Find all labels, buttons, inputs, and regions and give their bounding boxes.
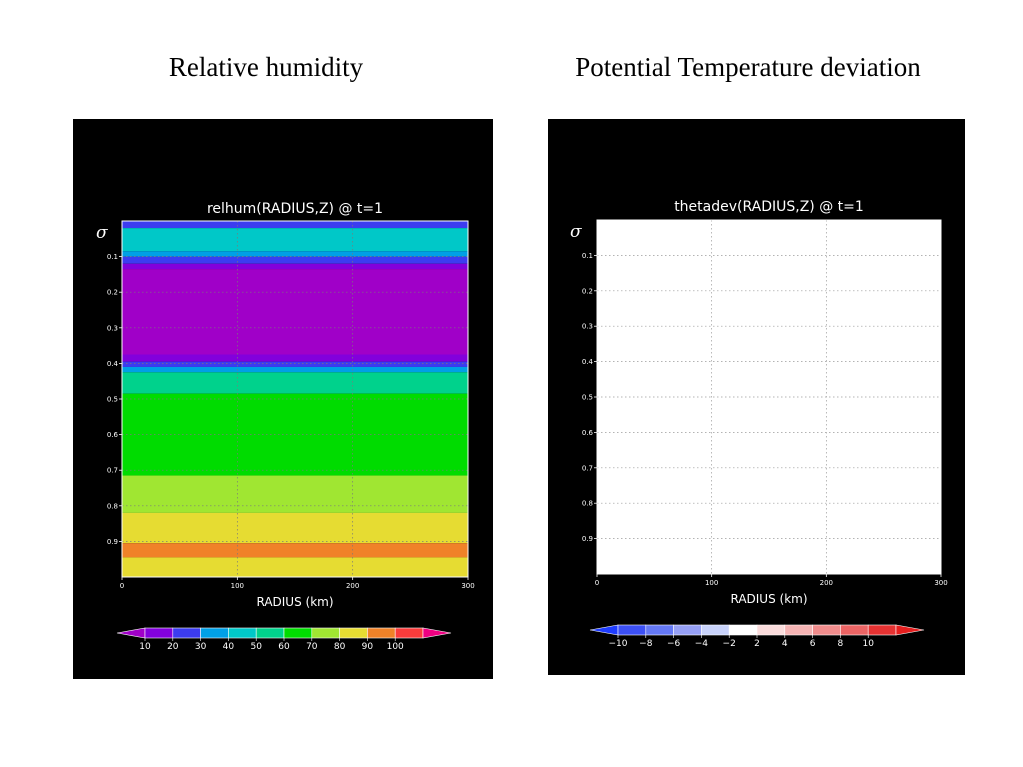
relhum-ytick-label: 0.5 xyxy=(107,396,118,404)
thetadev-ytick-label: 0.8 xyxy=(582,500,593,508)
relhum-colorbar-swatch-7 xyxy=(311,627,340,639)
relhum-colorbar-low-arrow xyxy=(116,627,146,639)
relhum-ytick-label: 0.4 xyxy=(107,360,119,368)
relhum-colorbar-swatch-9 xyxy=(367,627,396,639)
thetadev-ytick-label: 0.5 xyxy=(582,394,593,402)
thetadev-xtick-label: 0 xyxy=(595,579,599,587)
thetadev-colorbar-label: −10 xyxy=(609,639,628,649)
relhum-band-9 xyxy=(122,372,468,394)
relhum-colorbar-label: 100 xyxy=(387,642,404,652)
relhum-band-5 xyxy=(122,269,468,355)
thetadev-ytick-label: 0.9 xyxy=(582,535,593,543)
thetadev-colorbar-swatch-4 xyxy=(701,624,730,636)
relhum-colorbar-swatch-3 xyxy=(200,627,229,639)
relhum-colorbar-swatch-10 xyxy=(394,627,424,639)
relhum-colorbar-label: 10 xyxy=(139,642,151,652)
thetadev-ytick-label: 0.6 xyxy=(582,429,594,437)
thetadev-colorbar-label: 8 xyxy=(838,639,844,649)
thetadev-colorbar-label: −8 xyxy=(639,639,653,649)
relhum-colorbar-label: 50 xyxy=(250,642,262,652)
relhum-ytick-label: 0.3 xyxy=(107,324,118,332)
thetadev-colorbar-swatch-7 xyxy=(784,624,813,636)
thetadev-colorbar-swatch-10 xyxy=(867,624,897,636)
relhum-colorbar-swatch-4 xyxy=(228,627,257,639)
left-chart-caption: Relative humidity xyxy=(168,52,364,82)
thetadev-xtick-label: 100 xyxy=(705,579,718,587)
relhum-band-11 xyxy=(122,475,468,513)
relhum-xtick-label: 100 xyxy=(231,582,244,590)
relhum-colorbar-swatch-1 xyxy=(144,627,174,639)
relhum-band-0 xyxy=(122,221,468,229)
relhum-band-2 xyxy=(122,251,468,257)
thetadev-colorbar-swatch-1 xyxy=(617,624,647,636)
thetadev-colorbar-high-arrow xyxy=(895,624,925,636)
thetadev-colorbar-swatch-9 xyxy=(840,624,869,636)
relhum-band-12 xyxy=(122,512,468,544)
thetadev-xtick-label: 200 xyxy=(820,579,833,587)
thetadev-chart: thetadev(RADIUS,Z) @ t=1 σ 0.1 0.2 0.3 0.4 0.5… xyxy=(570,199,948,649)
thetadev-colorbar-swatch-6 xyxy=(756,624,786,636)
thetadev-y-axis-label: σ xyxy=(570,222,582,242)
thetadev-colorbar-label: 2 xyxy=(754,639,760,649)
relhum-colorbar-high-arrow xyxy=(422,627,452,639)
relhum-colorbar-label: 90 xyxy=(362,642,374,652)
relhum-colorbar-swatch-6 xyxy=(283,627,313,639)
thetadev-colorbar-swatch-2 xyxy=(645,624,674,636)
relhum-ytick-label: 0.8 xyxy=(107,502,118,510)
right-chart-caption: Potential Temperature deviation xyxy=(575,52,921,82)
relhum-colorbar-label: 30 xyxy=(195,642,207,652)
thetadev-colorbar-label: 10 xyxy=(862,639,874,649)
thetadev-colorbar-swatch-5 xyxy=(728,624,758,636)
relhum-ytick-label: 0.2 xyxy=(107,289,118,297)
thetadev-plot-panel: thetadev(RADIUS,Z) @ t=1 σ 0.1 0.2 0.3 0.4 0.5… xyxy=(548,119,965,675)
thetadev-colorbar-low-arrow xyxy=(589,624,619,636)
relhum-colorbar-swatch-2 xyxy=(172,627,201,639)
thetadev-ytick-label: 0.2 xyxy=(582,287,593,295)
thetadev-plot-title: thetadev(RADIUS,Z) @ t=1 xyxy=(674,199,864,215)
relhum-band-4 xyxy=(122,263,468,270)
relhum-colorbar-swatch-8 xyxy=(339,627,368,639)
relhum-colorbar-label: 40 xyxy=(223,642,235,652)
thetadev-ytick-label: 0.4 xyxy=(582,358,594,366)
thetadev-colorbar-label: 6 xyxy=(810,639,816,649)
thetadev-xtick-label: 300 xyxy=(934,579,947,587)
relhum-band-6 xyxy=(122,354,468,362)
relhum-plot-panel: relhum(RADIUS,Z) @ t=1 σ 0.1 0.2 0.3 0.4 0.5 0.… xyxy=(73,119,493,679)
relhum-xtick-label: 0 xyxy=(120,582,124,590)
relhum-band-8 xyxy=(122,366,468,373)
relhum-x-axis-label: RADIUS (km) xyxy=(256,595,333,609)
thetadev-ytick-label: 0.1 xyxy=(582,252,593,260)
relhum-plot-title: relhum(RADIUS,Z) @ t=1 xyxy=(207,201,383,217)
thetadev-x-axis-label: RADIUS (km) xyxy=(730,592,807,606)
relhum-band-1 xyxy=(122,228,468,252)
relhum-ytick-label: 0.7 xyxy=(107,467,118,475)
thetadev-colorbar-label: −2 xyxy=(723,639,736,649)
thetadev-ytick-label: 0.7 xyxy=(582,464,593,472)
relhum-band-14 xyxy=(122,557,468,577)
thetadev-colorbar-swatch-3 xyxy=(673,624,702,636)
relhum-band-3 xyxy=(122,256,468,264)
thetadev-ytick-label: 0.3 xyxy=(582,323,593,331)
relhum-ytick-label: 0.1 xyxy=(107,253,118,261)
relhum-y-axis-label: σ xyxy=(96,223,108,243)
relhum-ytick-label: 0.9 xyxy=(107,538,118,546)
relhum-ytick-label: 0.6 xyxy=(107,431,119,439)
relhum-colorbar-swatch-5 xyxy=(255,627,285,639)
relhum-colorbar-label: 70 xyxy=(306,642,318,652)
relhum-xtick-label: 200 xyxy=(346,582,359,590)
relhum-colorbar-label: 60 xyxy=(278,642,290,652)
relhum-chart: relhum(RADIUS,Z) @ t=1 σ 0.1 0.2 0.3 0.4 0.5 0.… xyxy=(96,201,475,652)
relhum-colorbar-label: 20 xyxy=(167,642,179,652)
thetadev-colorbar-label: 4 xyxy=(782,639,788,649)
thetadev-colorbar-label: −6 xyxy=(667,639,681,649)
relhum-band-7 xyxy=(122,361,468,367)
relhum-colorbar-label: 80 xyxy=(334,642,346,652)
thetadev-colorbar-label: −4 xyxy=(695,639,709,649)
relhum-xtick-label: 300 xyxy=(461,582,474,590)
thetadev-colorbar-swatch-8 xyxy=(812,624,841,636)
relhum-band-13 xyxy=(122,543,468,558)
